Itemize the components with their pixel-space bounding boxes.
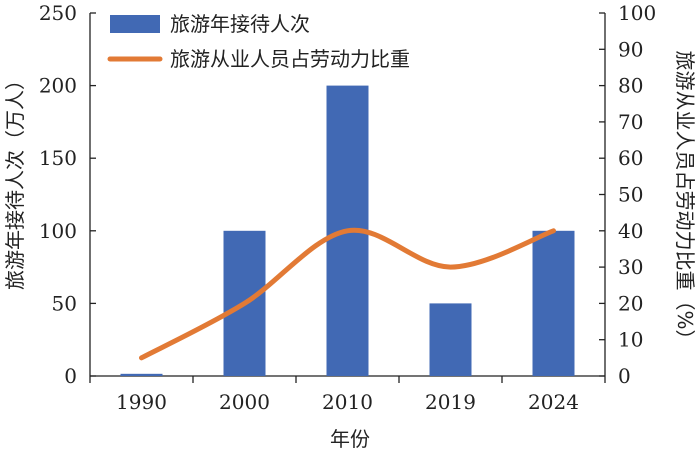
y-right-tick-label: 100 [618,1,656,25]
y-left-tick-label: 0 [64,364,77,388]
y-right-tick-label: 50 [618,183,643,207]
y-right-tick-label: 90 [618,37,643,61]
y-left-tick-label: 200 [39,74,77,98]
x-tick-label: 1990 [116,390,167,414]
bar [120,373,163,376]
bar-series [120,85,575,376]
y-left-tick-label: 250 [39,1,77,25]
y-axis-left-title: 旅游年接待人次（万人） [3,70,27,290]
y-left-tick-label: 150 [39,146,77,170]
y-right-tick-label: 80 [618,74,643,98]
bar [429,303,472,376]
x-tick-label: 2024 [528,390,579,414]
y-right-tick-label: 60 [618,146,643,170]
x-tick-label: 2000 [219,390,270,414]
y-right-tick-label: 40 [618,219,643,243]
legend-line-label: 旅游从业人员占劳动力比重 [170,47,410,71]
x-axis-title: 年份 [330,427,370,451]
x-tick-label: 2019 [425,390,476,414]
y-right-tick-label: 30 [618,255,643,279]
y-right-tick-label: 10 [618,328,643,352]
y-right-tick-label: 20 [618,291,643,315]
line-series [139,227,556,361]
y-axis-right-title: 旅游从业人员占劳动力比重（%） [673,50,697,349]
y-left-tick-label: 100 [39,219,77,243]
legend-bar-label: 旅游年接待人次 [170,12,310,36]
x-tick-label: 2010 [322,390,373,414]
y-right-tick-label: 70 [618,110,643,134]
bar [532,230,575,376]
series-line [139,227,556,361]
tick-labels: 0 50 100 150 200 250 0 10 20 30 40 50 60 70 80 90 100 199… [39,1,656,414]
y-left-tick-label: 50 [52,291,77,315]
legend-bar-swatch [110,15,160,33]
legend: 旅游年接待人次 旅游从业人员占劳动力比重 [107,12,410,71]
y-right-tick-label: 0 [618,364,631,388]
